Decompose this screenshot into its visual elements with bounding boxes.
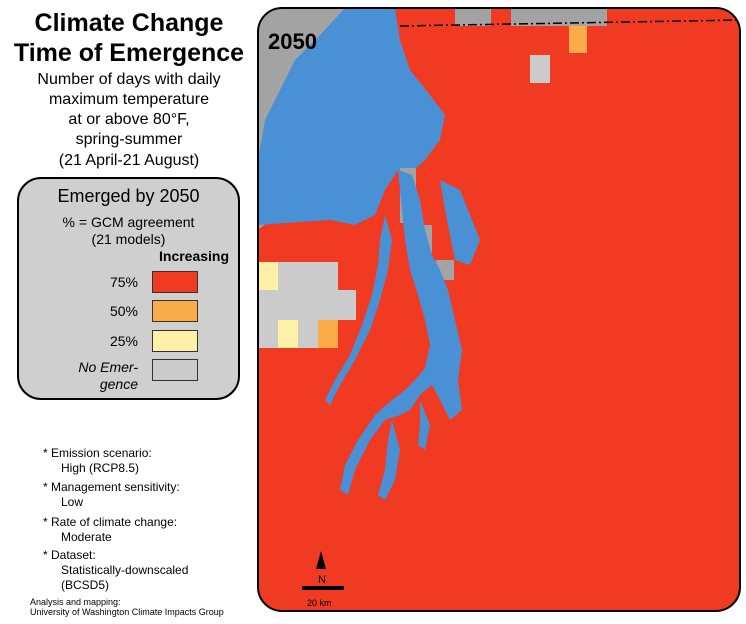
north-label: N <box>318 574 326 586</box>
international-border <box>399 19 740 27</box>
note-value: Low <box>61 495 84 509</box>
note-emission: * Emission scenario: High (RCP8.5) <box>43 446 152 476</box>
subtitle-line: Number of days with daily <box>37 71 221 88</box>
water-inlet <box>378 420 400 500</box>
note-value: Moderate <box>61 530 112 544</box>
water-inlet <box>418 400 430 450</box>
credit-line2: University of Washington Climate Impacts… <box>30 607 224 617</box>
no-emergence-cells <box>511 8 607 26</box>
note-label: * Dataset: <box>43 548 96 562</box>
legend-item-label: 50% <box>109 303 138 319</box>
map-frame <box>257 7 741 612</box>
note-rate: * Rate of climate change: Moderate <box>43 515 177 545</box>
map-area <box>258 8 740 611</box>
legend-item-label: 25% <box>109 333 138 349</box>
legend-group-label: Increasing <box>159 248 230 264</box>
legend-title: Emerged by 2050 <box>57 186 200 206</box>
water-strait <box>258 8 445 225</box>
no-emergence-cells <box>258 290 356 320</box>
north-arrow-icon <box>316 551 326 569</box>
note-value: Statistically-downscaled <box>61 563 189 577</box>
note-label: * Rate of climate change: <box>43 515 178 529</box>
emerged-25-cell <box>278 320 298 348</box>
emerged-50-cell <box>569 26 587 53</box>
note-value: High (RCP8.5) <box>61 461 140 475</box>
outside-land-region <box>258 8 355 230</box>
legend-item-label: gence <box>99 376 138 392</box>
note-value: (BCSD5) <box>61 578 110 592</box>
map-year-label: 2050 <box>268 29 317 54</box>
subtitle-line: maximum temperature <box>48 91 210 108</box>
subtitle-line: spring-summer <box>75 131 183 148</box>
title-line1: Climate Change <box>34 9 224 37</box>
note-dataset: * Dataset: Statistically-downscaled (BCS… <box>43 548 188 593</box>
no-emergence-cells <box>530 55 550 83</box>
legend-subtitle: (21 models) <box>91 231 166 247</box>
legend-swatch-25 <box>152 330 198 352</box>
title-line2: Time of Emergence <box>13 39 245 67</box>
note-label: * Management sensitivity: <box>43 480 180 494</box>
legend-subtitle: % = GCM agreement <box>62 214 195 230</box>
legend-item-label: No Emer- <box>78 359 138 375</box>
subtitle-line: at or above 80°F, <box>68 111 190 128</box>
legend-swatch-75 <box>152 271 198 293</box>
water-hood-canal <box>325 215 392 405</box>
subtitle-line: (21 April-21 August) <box>58 152 200 169</box>
scale-bar <box>302 586 344 590</box>
scale-label: 20 km <box>307 598 332 608</box>
water-puget-sound <box>340 170 462 495</box>
note-management: * Management sensitivity: Low <box>43 480 180 510</box>
legend-item-label: 75% <box>109 274 138 290</box>
no-emergence-cells <box>455 8 491 26</box>
legend-swatch-no-emergence <box>152 359 198 381</box>
emerged-50-cell <box>318 320 338 348</box>
legend-swatch-50 <box>152 300 198 322</box>
water-inlet <box>440 180 480 265</box>
emerged-25-cell <box>258 262 278 290</box>
note-label: * Emission scenario: <box>43 446 152 460</box>
credit-line1: Analysis and mapping: <box>30 597 121 607</box>
legend-panel: Emerged by 2050 % = GCM agreement (21 mo… <box>17 177 240 400</box>
